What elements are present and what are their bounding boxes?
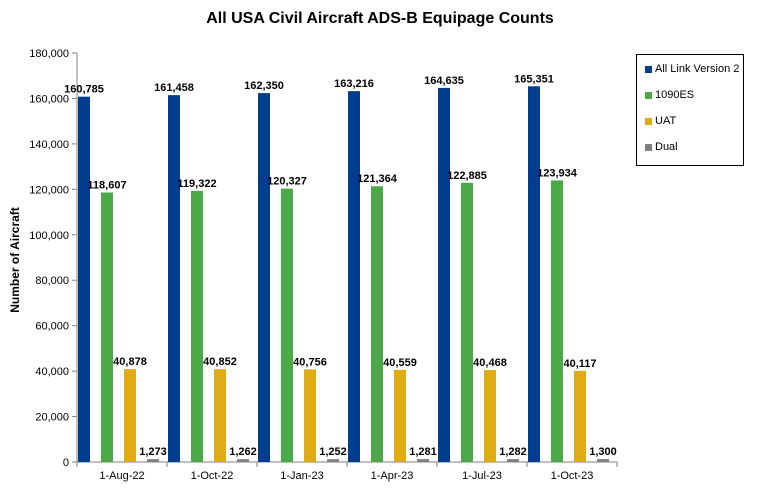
data-labels: 160,785 161,458 162,350 163,216 164,635 165,3… — [64, 73, 617, 458]
data-label: 123,934 — [537, 167, 578, 179]
legend: All Link Version 2 1090ES UAT Dual — [636, 54, 744, 166]
x-tick-label: 1-Jan-23 — [280, 470, 323, 482]
legend-swatch — [645, 143, 652, 151]
data-label: 162,350 — [244, 80, 284, 92]
y-tick-label: 0 — [63, 457, 69, 469]
y-tick-label: 120,000 — [29, 184, 69, 196]
bar — [394, 369, 406, 462]
data-label: 121,364 — [357, 173, 398, 185]
bar — [237, 459, 249, 462]
bar — [124, 369, 136, 462]
data-label: 40,559 — [383, 357, 417, 369]
bar — [191, 190, 203, 462]
bar — [281, 188, 293, 462]
data-label: 118,607 — [87, 179, 126, 191]
bar — [147, 459, 159, 462]
bar — [258, 93, 270, 462]
legend-item: Dual — [645, 139, 678, 155]
bar — [574, 370, 586, 462]
legend-item: 1090ES — [645, 87, 694, 103]
data-label: 40,468 — [473, 357, 507, 369]
y-tick-label: 60,000 — [35, 321, 69, 333]
y-tick-label: 160,000 — [29, 93, 69, 105]
data-label: 160,785 — [64, 84, 104, 96]
bar — [484, 370, 496, 462]
data-label: 122,885 — [447, 170, 487, 182]
bar — [371, 186, 383, 463]
data-label: 1,273 — [139, 446, 167, 458]
y-axis-label: Number of Aircraft — [8, 207, 22, 313]
x-tick-label: 1-Oct-23 — [551, 470, 594, 482]
bars — [78, 86, 609, 463]
y-tick-label: 40,000 — [35, 366, 69, 378]
data-label: 161,458 — [154, 82, 194, 94]
y-tick-label: 100,000 — [29, 230, 69, 242]
bar — [304, 369, 316, 462]
bar — [507, 459, 519, 462]
x-tick-label: 1-Jul-23 — [462, 470, 502, 482]
legend-swatch — [645, 65, 652, 73]
legend-swatch — [645, 117, 652, 125]
bar — [327, 459, 339, 462]
x-tick-label: 1-Apr-23 — [371, 470, 414, 482]
data-label: 164,635 — [424, 75, 464, 87]
data-label: 1,281 — [409, 446, 437, 458]
legend-item: All Link Version 2 — [645, 61, 739, 77]
data-label: 1,300 — [589, 446, 617, 458]
bar — [348, 91, 360, 463]
data-label: 1,282 — [499, 446, 527, 458]
bar — [597, 459, 609, 462]
data-label: 119,322 — [177, 178, 216, 190]
data-label: 163,216 — [334, 78, 374, 90]
bar — [168, 95, 180, 463]
y-tick-label: 180,000 — [29, 48, 69, 60]
legend-label: 1090ES — [655, 89, 695, 101]
legend-item: UAT — [645, 113, 676, 129]
x-tick-label: 1-Aug-22 — [99, 470, 144, 482]
legend-swatch — [645, 91, 652, 99]
legend-label: All Link Version 2 — [655, 63, 740, 75]
data-label: 165,351 — [514, 73, 554, 85]
legend-label: Dual — [655, 141, 678, 153]
chart-title: All USA Civil Aircraft ADS-B Equipage Co… — [206, 10, 554, 27]
bar — [417, 459, 429, 462]
x-tick-label: 1-Oct-22 — [191, 470, 234, 482]
bar — [461, 182, 473, 463]
axes: 020,00040,00060,00080,000100,000120,0001… — [29, 48, 618, 482]
bar — [101, 192, 113, 462]
legend-label: UAT — [655, 115, 677, 127]
data-label: 1,252 — [319, 446, 347, 458]
data-label: 40,878 — [113, 356, 147, 368]
bar — [438, 87, 450, 463]
data-label: 1,262 — [229, 446, 257, 458]
y-tick-label: 140,000 — [29, 139, 69, 151]
data-label: 40,852 — [203, 356, 237, 368]
bar — [528, 86, 540, 463]
data-label: 40,756 — [293, 356, 327, 368]
bar — [551, 180, 563, 462]
data-label: 120,327 — [267, 176, 307, 188]
bar — [214, 369, 226, 462]
data-label: 40,117 — [563, 358, 596, 370]
bar — [78, 96, 90, 462]
y-tick-label: 20,000 — [35, 412, 69, 424]
y-tick-label: 80,000 — [35, 275, 69, 287]
